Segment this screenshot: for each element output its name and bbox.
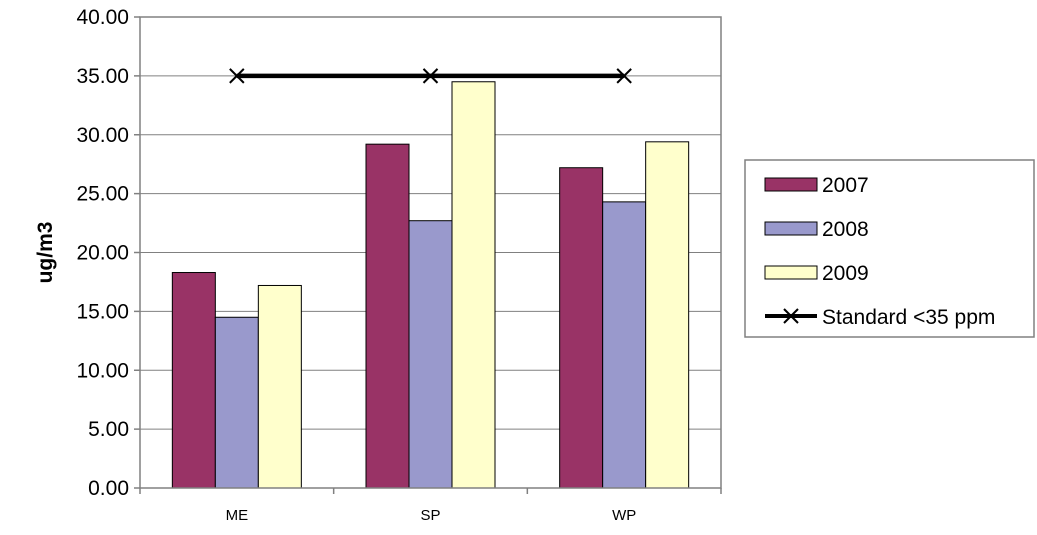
standard-marker (616, 68, 632, 84)
bar-2007-ME (171, 272, 216, 489)
y-axis: 0.00 5.00 10.00 15.00 20.00 25.00 30.00 35.00 40… (76, 6, 140, 500)
y-tick-label: 40.00 (76, 6, 129, 29)
y-tick-label: 25.00 (76, 183, 129, 206)
legend-label: 2008 (822, 218, 869, 241)
y-tick-label: 20.00 (76, 242, 129, 265)
standard-marker (422, 68, 439, 84)
legend-swatch-2009 (764, 265, 818, 280)
bar-2008-SP (408, 220, 453, 489)
legend-label: 2007 (822, 174, 869, 197)
x-tick-label: SP (420, 507, 440, 524)
bar-2007-SP (365, 143, 410, 489)
bars (171, 81, 690, 489)
y-tick-label: 35.00 (76, 65, 129, 88)
bar-2008-ME (214, 316, 259, 489)
y-tick-label: 15.00 (76, 300, 129, 323)
y-axis-label: ug/m3 (34, 222, 57, 284)
legend-swatch-2008 (764, 221, 818, 236)
bar-2009-WP (645, 141, 690, 489)
standard-marker (229, 68, 245, 84)
x-axis: ME SP WP (139, 488, 722, 524)
y-tick-label: 0.00 (88, 477, 129, 500)
bar-2009-SP (451, 81, 496, 489)
x-tick-label: ME (226, 507, 249, 524)
legend-label: Standard <35 ppm (822, 306, 995, 329)
y-tick-label: 30.00 (76, 124, 129, 147)
standard-line (229, 68, 632, 84)
x-tick-label: WP (612, 507, 636, 524)
y-tick-label: 5.00 (88, 418, 129, 441)
bar-2009-ME (257, 284, 302, 489)
legend-swatch-2007 (764, 177, 818, 192)
y-tick-label: 10.00 (76, 359, 129, 382)
bar-2008-WP (602, 201, 647, 489)
legend-marker (783, 308, 799, 324)
bar-2007-WP (559, 167, 604, 489)
legend-label: 2009 (822, 262, 869, 285)
legend: 2007 2008 2009 Standard <35 ppm (744, 159, 1035, 338)
